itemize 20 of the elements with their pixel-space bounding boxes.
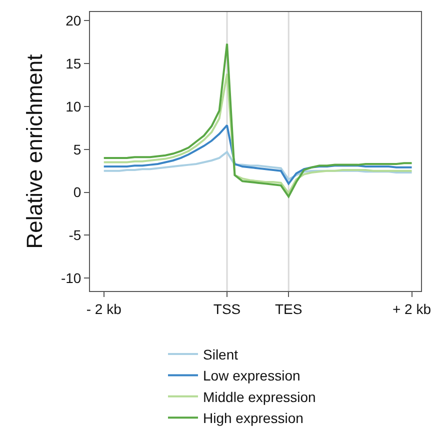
line-series — [102, 42, 413, 198]
x-tick-label: TSS — [213, 300, 241, 317]
y-tick-label: 20 — [66, 12, 82, 28]
y-tick-label: 0 — [73, 184, 82, 200]
x-tick-label: TES — [274, 300, 302, 317]
y-tick-label: -10 — [60, 270, 82, 286]
line-series — [102, 72, 413, 194]
legend-label: Low expression — [203, 368, 300, 384]
line-series — [102, 124, 413, 185]
line-series — [102, 150, 413, 180]
x-tick-label: - 2 kb — [86, 300, 122, 317]
x-tick-label: + 2 kb — [392, 300, 432, 317]
legend-label: Middle expression — [203, 388, 316, 405]
y-tick-label: 10 — [66, 98, 82, 114]
legend-label: High expression — [203, 410, 304, 426]
y-tick-label: -5 — [68, 227, 82, 244]
y-tick-label: 15 — [66, 55, 82, 72]
y-tick-label: 5 — [73, 141, 82, 158]
legend-label: Silent — [203, 346, 238, 362]
y-axis-title: Relative enrichment — [22, 54, 47, 249]
